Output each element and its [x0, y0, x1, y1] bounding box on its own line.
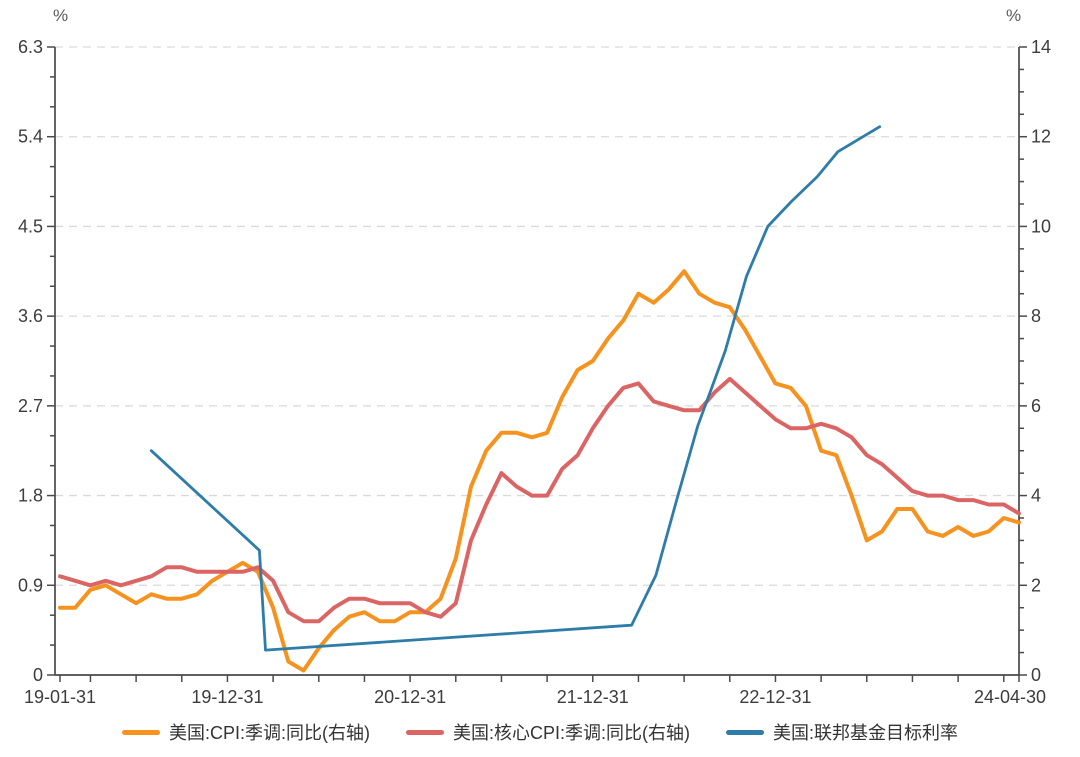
y-left-tick-label: 3.6: [18, 306, 43, 326]
y-left-tick-label: 4.5: [18, 216, 43, 236]
y-right-tick-label: 2: [1031, 575, 1041, 595]
y-left-tick-label: 6.3: [18, 37, 43, 57]
y-left-tick-label: 2.7: [18, 396, 43, 416]
y-right-tick-label: 4: [1031, 486, 1041, 506]
x-axis-tick-label: 21-12-31: [557, 687, 629, 707]
x-axis-tick-label: 19-12-31: [191, 687, 263, 707]
y-right-tick-label: 12: [1031, 127, 1051, 147]
cpi-legend-label: 美国:CPI:季调:同比(右轴): [169, 723, 370, 743]
x-axis-tick-label: 19-01-31: [24, 687, 96, 707]
x-axis-tick-label: 24-04-30: [974, 687, 1046, 707]
series-line-0: [58, 269, 1021, 673]
y-right-tick-label: 6: [1031, 396, 1041, 416]
y-right-tick-label: 10: [1031, 216, 1051, 236]
core-cpi-line-swatch: [406, 729, 444, 735]
y-right-tick-label: 8: [1031, 306, 1041, 326]
y-left-tick-label: 0.9: [18, 575, 43, 595]
y-right-tick-label: 0: [1031, 665, 1041, 685]
y-left-tick-label: 5.4: [18, 127, 43, 147]
y-right-axis-unit-label: %: [1006, 6, 1022, 25]
x-axis-tick-label: 22-12-31: [739, 687, 811, 707]
legend-item-cpi: 美国:CPI:季调:同比(右轴): [122, 719, 370, 745]
fed-funds-line-swatch: [726, 729, 764, 735]
x-axis-tick-label: 20-12-31: [374, 687, 446, 707]
cpi-line-swatch: [122, 729, 160, 735]
legend-item-fed-funds: 美国:联邦基金目标利率: [726, 719, 958, 745]
core-cpi-legend-label: 美国:核心CPI:季调:同比(右轴): [453, 723, 690, 743]
series-line-1: [58, 376, 1021, 624]
y-right-tick-label: 14: [1031, 37, 1051, 57]
y-left-tick-label: 1.8: [18, 486, 43, 506]
legend: 美国:CPI:季调:同比(右轴) 美国:核心CPI:季调:同比(右轴) 美国:联…: [0, 719, 1080, 745]
y-left-tick-label: 0: [33, 665, 43, 685]
fed-funds-legend-label: 美国:联邦基金目标利率: [773, 723, 958, 743]
series-line-2: [149, 125, 882, 652]
y-left-axis-unit-label: %: [53, 6, 69, 25]
legend-item-core-cpi: 美国:核心CPI:季调:同比(右轴): [406, 719, 690, 745]
